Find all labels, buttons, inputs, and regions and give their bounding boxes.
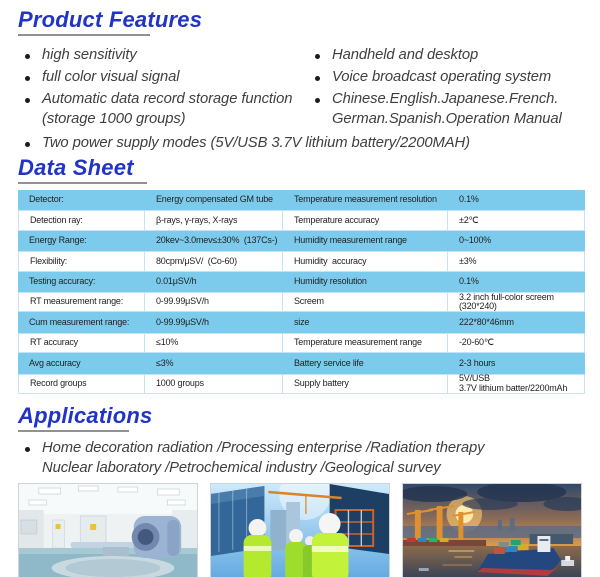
bullet-icon	[25, 76, 30, 82]
feature-item: high sensitivity	[25, 46, 300, 66]
spec-cell: Temperature measurement range	[283, 332, 448, 354]
heading-underline	[18, 430, 129, 433]
feature-text: Automatic data record storage function (…	[42, 91, 293, 127]
cargo-port-photo	[402, 482, 582, 577]
spec-cell: Record groups	[18, 373, 145, 394]
spec-cell: Humidity accuracy	[283, 251, 448, 272]
feature-item: Voice broadcast operating system	[315, 68, 600, 88]
spec-cell: Detection ray:	[18, 210, 145, 231]
spec-cell: 1000 groups	[145, 373, 283, 394]
feature-item: Two power supply modes (5V/USB 3.7V lith…	[0, 134, 600, 154]
spec-cell: Humidity resolution	[294, 276, 367, 287]
spec-cell: Temperature measurement resolution	[294, 194, 437, 205]
spec-cell: 80cpm/μSV/ (Co-60)	[145, 251, 283, 272]
applications-text-item: Home decoration radiation /Processing en…	[0, 439, 600, 479]
applications-title: Applications	[18, 402, 153, 428]
feature-text: Handheld and desktop	[332, 47, 479, 64]
bullet-icon	[315, 76, 320, 82]
feature-item: Automatic data record storage function (…	[25, 90, 300, 130]
spec-row: Testing accuracy: 0.01μSV/h Humidity resol…	[18, 271, 585, 292]
radiation-therapy-room-graphic	[19, 483, 197, 577]
features-left-column: high sensitivity full color visual signa…	[0, 46, 300, 132]
spec-cell: RT accuracy	[18, 332, 145, 354]
spec-row: RT accuracy ≤10% Temperature measurement r…	[18, 332, 585, 354]
cargo-port-graphic	[403, 483, 581, 577]
radiation-therapy-room-photo	[18, 482, 198, 577]
spec-cell: RT measurement range:	[18, 291, 145, 313]
spec-row: RT measurement range: 0-99.99μSV/h Screem 3…	[18, 291, 585, 313]
applications-text: Home decoration radiation /Processing en…	[42, 440, 485, 476]
spec-row: Energy Range: 20kev~3.0mev≤±30% (137Cs-) H…	[18, 230, 585, 252]
spec-row: Cum measurement range: 0-99.99μSV/h size 22…	[18, 312, 585, 333]
heading-underline	[18, 182, 147, 185]
spec-cell: Humidity measurement range	[294, 235, 407, 246]
product-features-title: Product Features	[18, 7, 203, 32]
spec-cell: ±3%	[448, 251, 585, 272]
spec-cell: Temperature accuracy	[283, 210, 448, 231]
spec-cell: Avg accuracy	[29, 357, 81, 368]
bullet-icon	[25, 54, 30, 60]
feature-text: high sensitivity	[42, 47, 137, 64]
spec-cell: 20kev~3.0mev≤±30% (137Cs-)	[156, 235, 278, 246]
feature-text: full color visual signal	[42, 69, 180, 86]
spec-cell: ±2℃	[448, 210, 585, 231]
feature-item: full color visual signal	[25, 68, 300, 88]
feature-text: Voice broadcast operating system	[332, 69, 552, 86]
feature-text: Two power supply modes (5V/USB 3.7V lith…	[42, 134, 470, 151]
spec-cell: 5V/USB 3.7V lithium batter/2200mAh	[448, 373, 585, 394]
spec-row: Flexibility: 80cpm/μSV/ (Co-60) Humidity a…	[18, 251, 585, 272]
feature-item: Chinese.English.Japanese.French. German.…	[315, 90, 600, 130]
spec-cell: 222*80*46mm	[459, 316, 514, 327]
construction-site-graphic	[211, 483, 389, 577]
heading-underline	[18, 34, 150, 37]
spec-cell: 0.1%	[459, 194, 479, 205]
spec-cell: Energy Range:	[29, 235, 87, 246]
product-features-section: high sensitivity full color visual signa…	[0, 46, 600, 154]
spec-cell: Energy compensated GM tube	[156, 194, 273, 205]
spec-cell: 0.1%	[459, 276, 479, 287]
spec-cell: Battery service life	[294, 357, 364, 368]
bullet-icon	[25, 141, 30, 147]
features-right-column: Handheld and desktop Voice broadcast ope…	[300, 46, 600, 132]
bullet-icon	[25, 447, 30, 453]
spec-cell: Cum measurement range:	[29, 316, 130, 327]
spec-row: Avg accuracy ≤3% Battery service life 2-3 h…	[18, 353, 585, 374]
spec-cell: 0-99.99μSV/h	[156, 316, 209, 327]
spec-row: Detection ray: β-rays, γ-rays, X-rays Temp…	[18, 210, 585, 231]
bullet-icon	[25, 98, 30, 104]
spec-cell: Testing accuracy:	[29, 276, 96, 287]
spec-cell: size	[294, 316, 310, 327]
spec-cell: 0~100%	[459, 235, 492, 246]
spec-cell: Screem	[283, 291, 448, 313]
bullet-icon	[315, 54, 320, 60]
spec-row: Record groups 1000 groups Supply battery 5V…	[18, 373, 585, 394]
spec-cell: 0-99.99μSV/h	[145, 291, 283, 313]
spec-row: Detector: Energy compensated GM tube Tempe…	[18, 190, 585, 211]
bullet-icon	[315, 98, 320, 104]
spec-cell: ≤10%	[145, 332, 283, 354]
spec-cell: -20-60℃	[448, 332, 585, 354]
spec-cell: Supply battery	[283, 373, 448, 394]
data-sheet-title: Data Sheet	[18, 154, 134, 180]
spec-cell: 2-3 hours	[459, 357, 496, 368]
feature-item: Handheld and desktop	[315, 46, 600, 66]
feature-text: Chinese.English.Japanese.French. German.…	[332, 91, 562, 127]
spec-cell: ≤3%	[156, 357, 174, 368]
spec-cell: 0.01μSV/h	[156, 276, 197, 287]
application-photos	[18, 482, 582, 577]
spec-cell: Flexibility:	[18, 251, 145, 272]
spec-cell: Detector:	[29, 194, 64, 205]
data-sheet-table: Detector: Energy compensated GM tube Tempe…	[18, 190, 585, 394]
construction-site-photo	[210, 482, 390, 577]
spec-cell: β-rays, γ-rays, X-rays	[145, 210, 283, 231]
spec-cell: 3.2 inch full-color screem (320*240)	[448, 292, 585, 313]
